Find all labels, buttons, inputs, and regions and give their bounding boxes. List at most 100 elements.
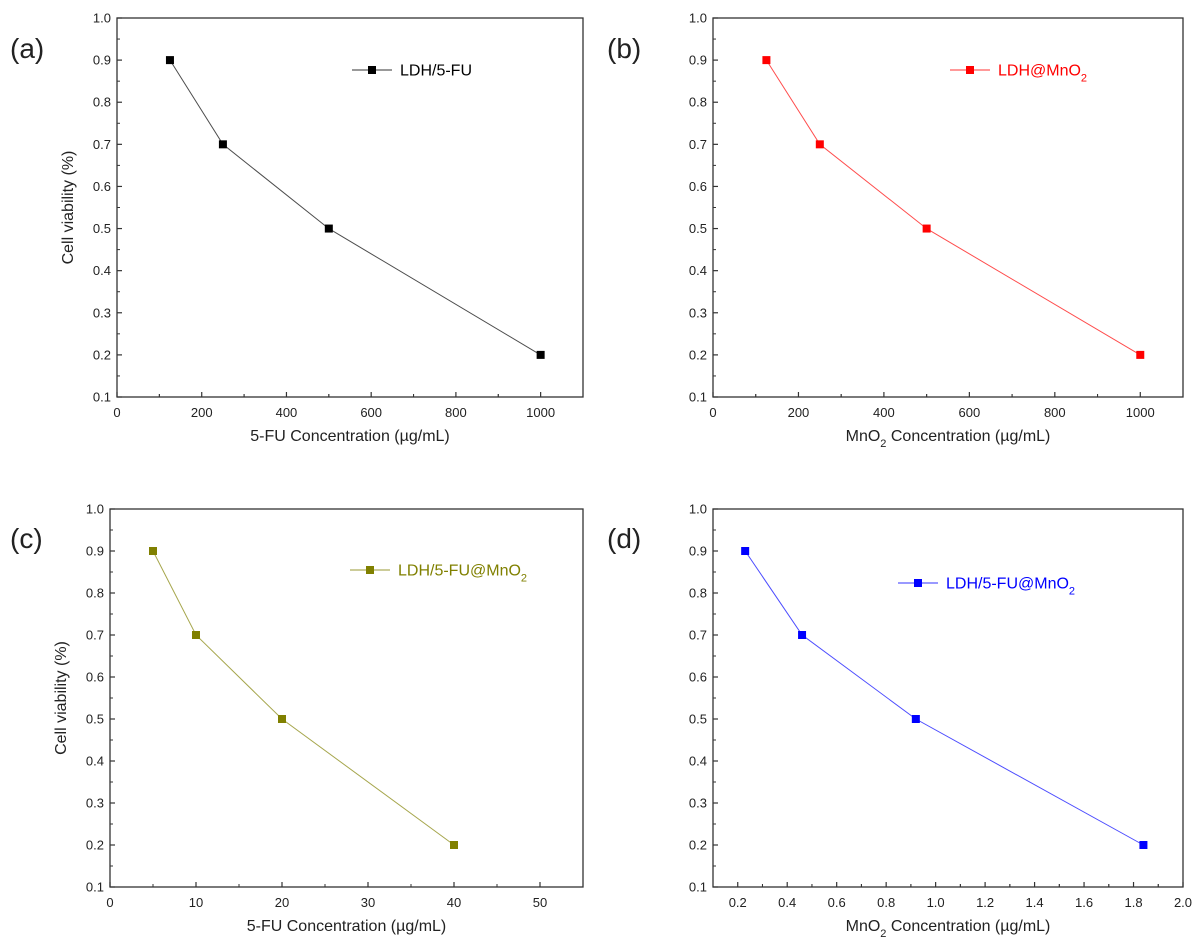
y-tick-label: 0.8 xyxy=(689,95,707,110)
y-tick-label: 0.3 xyxy=(689,796,707,811)
y-tick-label: 0.4 xyxy=(86,754,104,769)
plot-frame xyxy=(712,508,1184,888)
data-point xyxy=(165,56,174,65)
x-axis-title: 5-FU Concentration (µg/mL) xyxy=(247,918,447,935)
x-tick-label: 0.8 xyxy=(877,895,895,910)
x-tick-label: 50 xyxy=(533,895,547,910)
y-tick-label: 0.4 xyxy=(689,263,707,278)
chart-panel-3: 0.10.20.30.40.50.60.70.80.91.00 10 20 30 40 5… xyxy=(10,502,584,935)
y-tick-label: 0.4 xyxy=(93,263,111,278)
data-point xyxy=(815,140,824,149)
x-tick-label: 0 xyxy=(709,405,716,420)
chart-panel-1: 0.1 0.2 0.3 0.4 0.5 0.6 0.7 0.8 0.9 1.0 0 200 400 600… xyxy=(10,11,584,445)
x-tick-label: 1.2 xyxy=(976,895,994,910)
x-tick-label: 10 xyxy=(189,895,203,910)
panel-label: (b) xyxy=(607,33,641,64)
y-tick-label: 0.1 xyxy=(93,390,111,405)
x-axis-title: MnO2 Concentration (µg/mL) xyxy=(846,918,1051,940)
y-tick-label: 1.0 xyxy=(689,11,707,26)
x-tick-label: 0.4 xyxy=(778,895,796,910)
panel-label: (c) xyxy=(10,523,43,554)
y-tick-label: 0.2 xyxy=(93,347,111,362)
y-tick-label: 0.1 xyxy=(689,390,707,405)
y-tick-label: 0.2 xyxy=(86,838,104,853)
y-tick-label: 0.9 xyxy=(93,53,111,68)
y-tick-label: 0.8 xyxy=(86,586,104,601)
x-tick-label: 20 xyxy=(275,895,289,910)
y-tick-label: 0.8 xyxy=(93,95,111,110)
y-tick-label: 1.0 xyxy=(93,11,111,26)
legend-marker xyxy=(366,566,374,574)
plot-frame xyxy=(712,17,1184,398)
y-tick-label: 0.7 xyxy=(86,628,104,643)
y-tick-label: 0.5 xyxy=(689,221,707,236)
legend-label: LDH/5-FU xyxy=(400,63,472,80)
legend-label: LDH/5-FU@MnO2 xyxy=(946,576,1075,598)
chart-panel-4: 0.1 0.2 0.3 0.4 0.5 0.6 0.7 0.8 0.9 1.0 0.2 0.4 0.6 0… xyxy=(607,502,1192,941)
series-line xyxy=(169,59,541,356)
y-tick-label: 0.1 xyxy=(86,880,104,895)
data-point xyxy=(278,715,286,723)
data-point xyxy=(450,841,458,849)
y-tick-label: 0.9 xyxy=(689,544,707,559)
y-tick-label: 0.3 xyxy=(689,305,707,320)
data-point xyxy=(798,631,807,639)
x-tick-label: 200 xyxy=(788,405,810,420)
x-tick-label: 1.6 xyxy=(1075,895,1093,910)
y-tick-label: 1.0 xyxy=(689,502,707,517)
y-tick-label: 0.4 xyxy=(689,754,707,769)
y-tick-label: 0.6 xyxy=(93,179,111,194)
panel-label: (a) xyxy=(10,33,44,64)
data-point xyxy=(1139,841,1148,849)
y-tick-label: 0.2 xyxy=(689,347,707,362)
legend-marker xyxy=(914,579,922,587)
series-line xyxy=(152,550,455,846)
y-tick-label: 0.3 xyxy=(86,796,104,811)
x-tick-label: 400 xyxy=(873,405,895,420)
x-tick-label: 800 xyxy=(1044,405,1066,420)
x-tick-label: 1.8 xyxy=(1124,895,1142,910)
x-axis-title: MnO2 Concentration (µg/mL) xyxy=(846,428,1051,450)
data-point xyxy=(911,715,920,723)
data-point xyxy=(1136,350,1145,359)
x-tick-label: 30 xyxy=(361,895,375,910)
data-point xyxy=(192,631,200,639)
y-tick-label: 0.9 xyxy=(689,53,707,68)
x-axis-title: 5-FU Concentration (µg/mL) xyxy=(250,428,450,445)
x-tick-label: 800 xyxy=(445,405,467,420)
data-point xyxy=(536,350,545,359)
x-tick-label: 0 xyxy=(113,405,120,420)
x-tick-label: 200 xyxy=(191,405,213,420)
x-tick-label: 1000 xyxy=(526,405,555,420)
y-axis-title: Cell viability (%) xyxy=(53,641,70,755)
legend-label: LDH@MnO2 xyxy=(998,63,1087,85)
data-point xyxy=(762,56,771,65)
x-tick-label: 1.0 xyxy=(927,895,945,910)
panel-label: (d) xyxy=(607,523,641,554)
y-axis-title: Cell viability (%) xyxy=(60,151,77,265)
series-line xyxy=(765,59,1141,356)
y-tick-label: 0.7 xyxy=(93,137,111,152)
y-tick-label: 0.7 xyxy=(689,137,707,152)
y-tick-label: 1.0 xyxy=(86,502,104,517)
legend-marker xyxy=(966,66,974,74)
y-tick-label: 0.5 xyxy=(93,221,111,236)
x-tick-label: 40 xyxy=(447,895,461,910)
data-point xyxy=(218,140,227,149)
x-tick-label: 1.4 xyxy=(1026,895,1044,910)
y-tick-label: 0.6 xyxy=(689,670,707,685)
y-tick-label: 0.5 xyxy=(689,712,707,727)
y-tick-label: 0.8 xyxy=(689,586,707,601)
data-point xyxy=(922,224,931,233)
y-tick-label: 0.9 xyxy=(86,544,104,559)
x-tick-label: 2.0 xyxy=(1174,895,1192,910)
x-tick-label: 400 xyxy=(276,405,298,420)
plot-frame xyxy=(116,17,584,398)
y-tick-label: 0.3 xyxy=(93,305,111,320)
x-tick-label: 0.6 xyxy=(828,895,846,910)
y-tick-label: 0.5 xyxy=(86,712,104,727)
legend-marker xyxy=(368,66,376,74)
y-tick-label: 0.2 xyxy=(689,838,707,853)
series-line xyxy=(744,550,1144,846)
chart-panel-2: 0.1 0.2 0.3 0.4 0.5 0.6 0.7 0.8 0.9 1.0 0 200 400 600… xyxy=(607,11,1184,450)
